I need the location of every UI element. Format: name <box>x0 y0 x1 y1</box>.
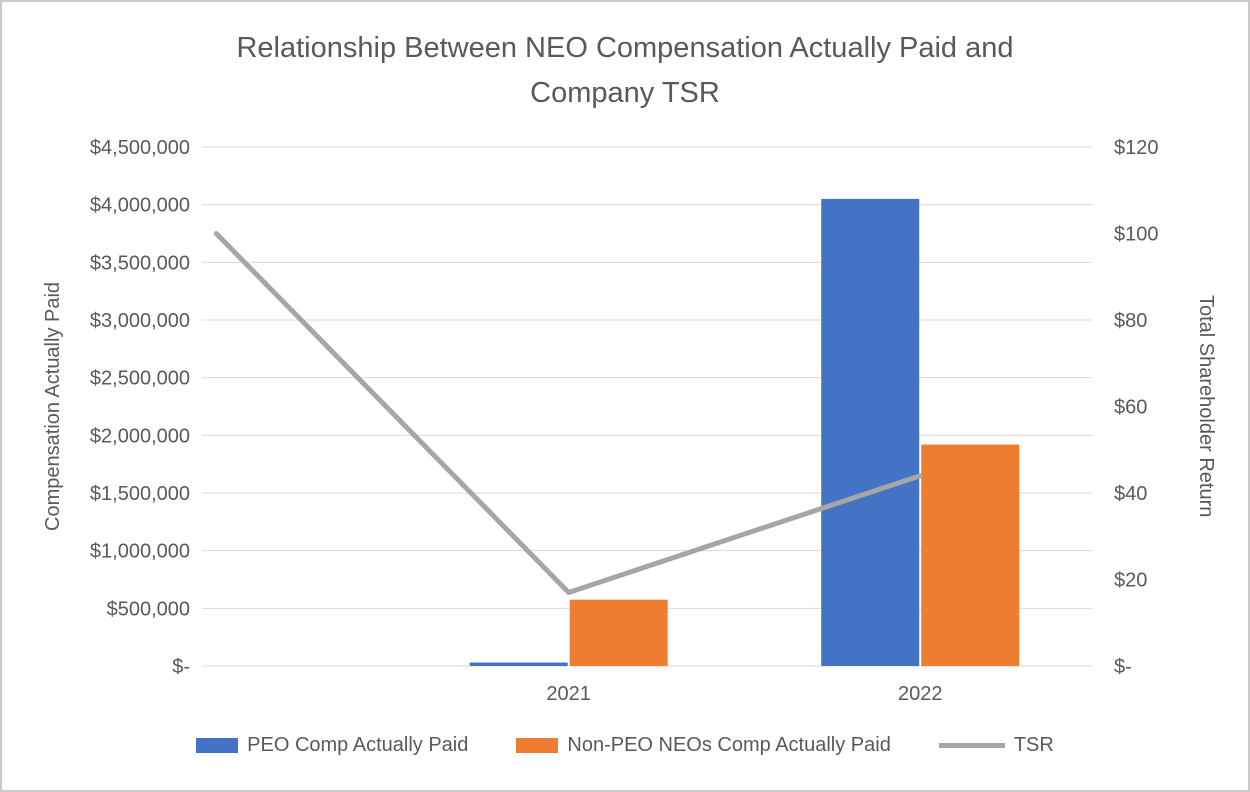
chart-title-line-1: Relationship Between NEO Compensation Ac… <box>236 32 1014 64</box>
left-axis-tick-label: $1,000,000 <box>90 541 190 563</box>
legend-item-peo-comp: PEO Comp Actually Paid <box>196 734 468 757</box>
right-axis-tick-label: $80 <box>1114 310 1147 332</box>
left-axis-tick-label: $4,500,000 <box>90 137 190 159</box>
left-axis-tick-label: $1,500,000 <box>90 483 190 505</box>
x-axis-category-label: 2022 <box>898 683 943 705</box>
legend-item-tsr: TSR <box>938 734 1054 757</box>
chart-title-line-2: Company TSR <box>530 77 720 109</box>
left-axis-tick-label: $2,000,000 <box>90 425 190 447</box>
left-axis-tick-label: $3,000,000 <box>90 310 190 332</box>
legend-label-tsr: TSR <box>1013 734 1054 756</box>
left-axis-tick-label: $3,500,000 <box>90 252 190 274</box>
x-axis-category-label: 2021 <box>546 683 591 705</box>
left-axis-tick-label: $4,000,000 <box>90 195 190 217</box>
legend-label-peo-comp: PEO Comp Actually Paid <box>247 734 469 756</box>
left-axis-tick-label: $500,000 <box>107 598 190 620</box>
right-axis-title: Total Shareholder Return <box>1195 295 1217 518</box>
bar-peo-2021 <box>469 662 568 666</box>
right-axis-tick-label: $60 <box>1114 397 1147 419</box>
legend-swatch-non-peo-icon <box>516 738 559 753</box>
legend-swatch-peo-icon <box>196 738 239 753</box>
legend: PEO Comp Actually Paid Non-PEO NEOs Comp… <box>2 734 1248 757</box>
left-axis-tick-label: $2,500,000 <box>90 368 190 390</box>
right-axis-tick-label: $120 <box>1114 137 1159 159</box>
bar-peo-2022 <box>821 198 920 666</box>
left-axis-tick-label: $- <box>172 656 190 678</box>
chart-title: Relationship Between NEO Compensation Ac… <box>2 26 1248 116</box>
legend-label-non-peo-comp: Non-PEO NEOs Comp Actually Paid <box>567 734 891 756</box>
bar-non-peo-2022 <box>921 444 1020 666</box>
legend-item-non-peo-comp: Non-PEO NEOs Comp Actually Paid <box>516 734 891 757</box>
tsr-line <box>213 231 923 595</box>
right-axis-tick-label: $- <box>1114 656 1132 678</box>
right-axis-tick-label: $20 <box>1114 570 1147 592</box>
right-axis-tick-label: $100 <box>1114 224 1159 246</box>
bar-non-peo-2021 <box>569 599 668 666</box>
right-axis-tick-label: $40 <box>1114 483 1147 505</box>
legend-swatch-tsr-line-icon <box>938 743 1005 748</box>
